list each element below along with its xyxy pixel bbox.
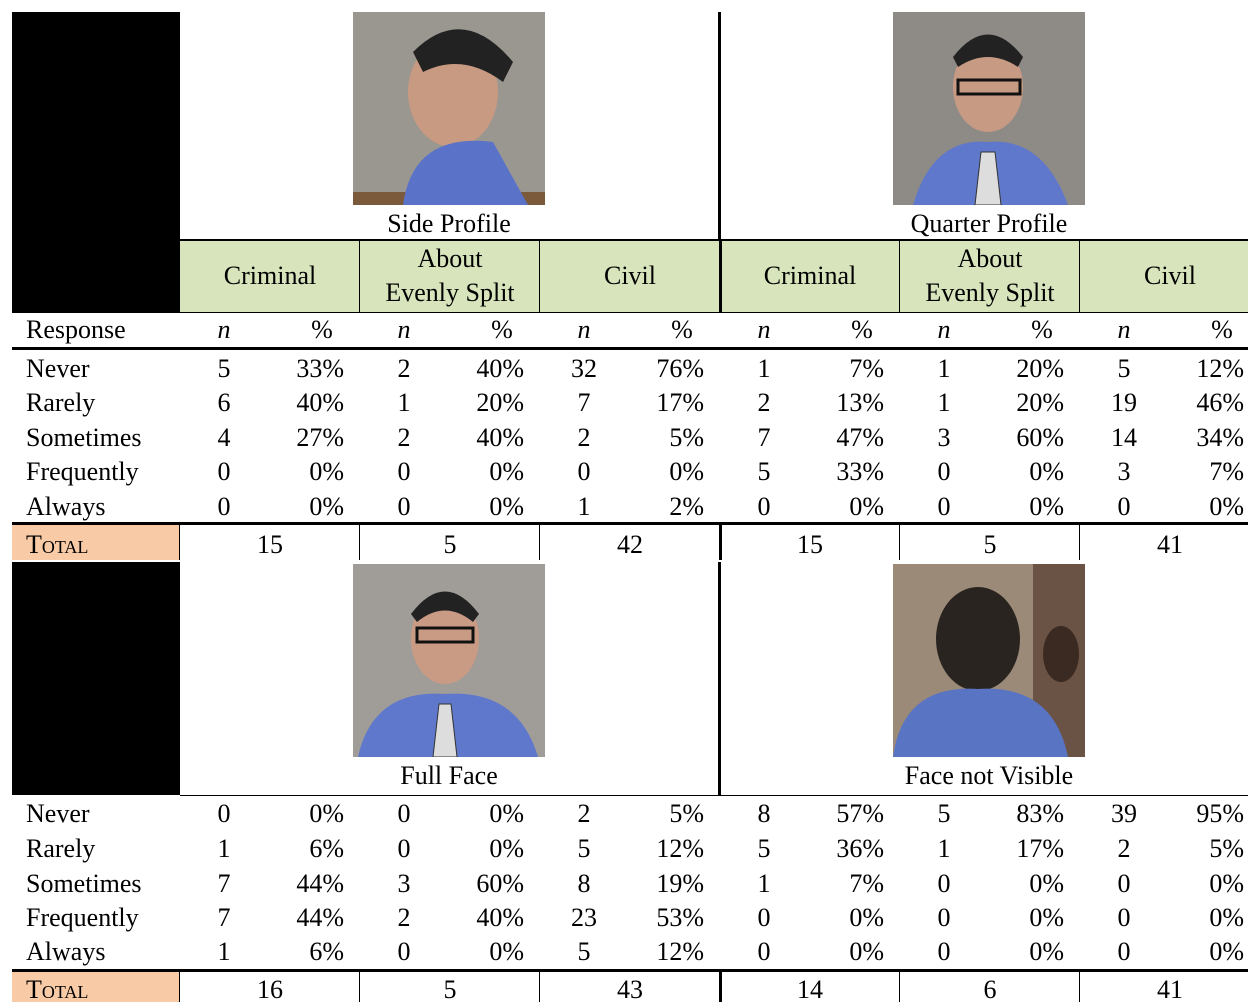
row-label: Never	[26, 352, 90, 386]
cell-pct: 95%	[1044, 797, 1244, 831]
panel-caption: Side Profile	[349, 207, 549, 241]
panel-caption: Quarter Profile	[889, 207, 1089, 241]
row-label: Never	[26, 797, 90, 831]
total-value: 14	[710, 973, 910, 1002]
total-label: Total	[26, 528, 88, 562]
rule	[12, 969, 1248, 972]
cell-pct: 7%	[1044, 455, 1244, 489]
column-header: %	[1122, 313, 1248, 347]
black-block	[12, 562, 180, 795]
cell-pct: 0%	[1044, 490, 1244, 524]
group-header-bg	[180, 240, 1248, 313]
rule	[180, 239, 1248, 241]
total-value: 6	[890, 973, 1090, 1002]
total-value: 41	[1070, 973, 1248, 1002]
row-label: Frequently	[26, 901, 139, 935]
row-label: Rarely	[26, 832, 95, 866]
photo	[893, 564, 1085, 757]
cell-pct: 0%	[1044, 935, 1244, 969]
photo-image	[893, 12, 1085, 205]
group-divider	[359, 240, 360, 313]
row-label: Always	[26, 490, 105, 524]
photo-image	[893, 564, 1085, 757]
group-header: Civil	[1100, 259, 1240, 293]
photo	[353, 564, 545, 757]
rule	[180, 795, 1248, 796]
photo-image	[353, 12, 545, 205]
group-header: Criminal	[740, 259, 880, 293]
rule	[12, 522, 1248, 525]
column-header: Response	[26, 313, 126, 347]
total-value: 16	[170, 973, 370, 1002]
total-value: 43	[530, 973, 730, 1002]
cell-pct: 12%	[1044, 352, 1244, 386]
group-header: Criminal	[200, 259, 340, 293]
row-label: Always	[26, 935, 105, 969]
total-value: 15	[170, 528, 370, 562]
group-header: About Evenly Split	[380, 242, 520, 310]
rule	[12, 347, 1248, 350]
cell-pct: 5%	[1044, 832, 1244, 866]
group-header: Civil	[560, 259, 700, 293]
cell-pct: 46%	[1044, 386, 1244, 420]
group-header: About Evenly Split	[920, 242, 1060, 310]
total-label: Total	[26, 973, 88, 1002]
panel-divider	[718, 12, 721, 240]
total-value: 5	[890, 528, 1090, 562]
panel-divider	[718, 562, 721, 795]
row-label: Rarely	[26, 386, 95, 420]
group-divider	[719, 240, 722, 313]
panel-caption: Face not Visible	[889, 759, 1089, 793]
photo	[893, 12, 1085, 205]
group-divider	[899, 240, 900, 313]
panel-caption: Full Face	[349, 759, 549, 793]
total-value: 5	[350, 973, 550, 1002]
group-divider	[539, 240, 540, 313]
page: Side Profile Quarter Profile Criminal About…	[0, 0, 1248, 1002]
total-value: 42	[530, 528, 730, 562]
row-label: Frequently	[26, 455, 139, 489]
total-value: 5	[350, 528, 550, 562]
cell-pct: 0%	[1044, 867, 1244, 901]
group-divider	[1079, 240, 1080, 313]
total-value: 41	[1070, 528, 1248, 562]
photo-image	[353, 564, 545, 757]
photo	[353, 12, 545, 205]
cell-pct: 0%	[1044, 901, 1244, 935]
cell-pct: 34%	[1044, 421, 1244, 455]
total-value: 15	[710, 528, 910, 562]
black-block	[12, 12, 180, 313]
